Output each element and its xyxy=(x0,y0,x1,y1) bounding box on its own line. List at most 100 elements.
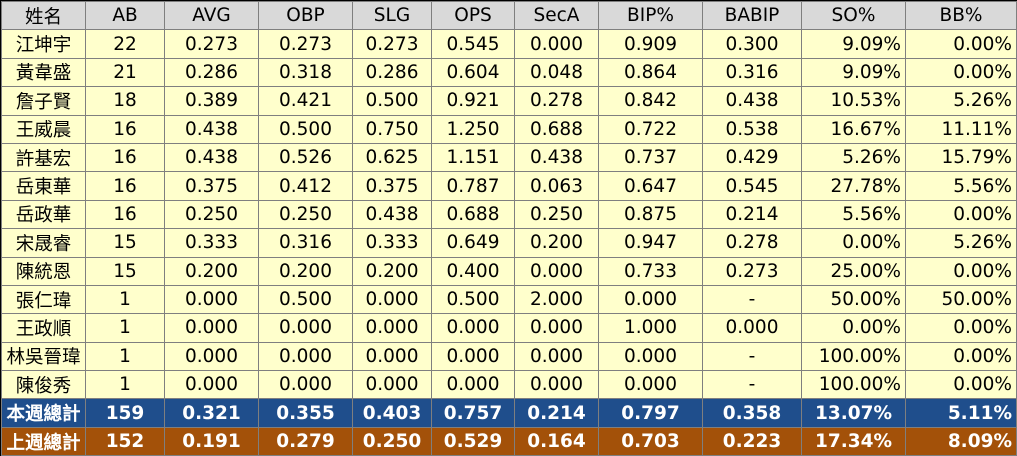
cell-so[interactable]: 5.26% xyxy=(801,142,906,173)
cell-ops[interactable]: 0.649 xyxy=(431,228,515,258)
cell-seca[interactable]: 0.200 xyxy=(514,228,599,258)
cell-babip[interactable]: 0.438 xyxy=(702,86,802,116)
cell-so[interactable]: 50.00% xyxy=(801,284,906,315)
cell-so[interactable]: 25.00% xyxy=(801,256,906,286)
header-ops[interactable]: OPS xyxy=(431,0,515,31)
cell-seca[interactable]: 0.438 xyxy=(514,142,599,173)
cell-obp[interactable]: 0.200 xyxy=(258,256,353,286)
cell-ab[interactable]: 15 xyxy=(85,256,165,286)
cell-seca[interactable]: 0.688 xyxy=(514,114,599,144)
cell-name[interactable]: 黃韋盛 xyxy=(1,57,86,88)
header-bip[interactable]: BIP% xyxy=(598,0,703,31)
cell-babip[interactable]: 0.223 xyxy=(702,426,802,456)
cell-babip[interactable]: 0.429 xyxy=(702,142,802,173)
cell-ab[interactable]: 1 xyxy=(85,341,165,372)
cell-obp[interactable]: 0.250 xyxy=(258,199,353,230)
cell-ab[interactable]: 1 xyxy=(85,284,165,315)
cell-avg[interactable]: 0.200 xyxy=(164,256,259,286)
cell-babip[interactable]: 0.000 xyxy=(702,313,802,343)
cell-ab[interactable]: 16 xyxy=(85,142,165,173)
cell-ops[interactable]: 0.604 xyxy=(431,57,515,88)
cell-ab[interactable]: 159 xyxy=(85,398,165,428)
cell-bb[interactable]: 8.09% xyxy=(905,426,1017,456)
cell-bip[interactable]: 0.703 xyxy=(598,426,703,456)
cell-seca[interactable]: 0.048 xyxy=(514,57,599,88)
cell-obp[interactable]: 0.000 xyxy=(258,341,353,372)
cell-babip[interactable]: - xyxy=(702,284,802,315)
cell-name[interactable]: 宋晟睿 xyxy=(1,228,86,258)
cell-bb[interactable]: 15.79% xyxy=(905,142,1017,173)
cell-name[interactable]: 岳東華 xyxy=(1,171,86,201)
cell-name[interactable]: 林吳晉瑋 xyxy=(1,341,86,372)
cell-seca[interactable]: 0.250 xyxy=(514,199,599,230)
cell-name[interactable]: 岳政華 xyxy=(1,199,86,230)
cell-bb[interactable]: 0.00% xyxy=(905,341,1017,372)
cell-babip[interactable]: 0.300 xyxy=(702,29,802,59)
cell-seca[interactable]: 0.278 xyxy=(514,86,599,116)
cell-obp[interactable]: 0.279 xyxy=(258,426,353,456)
cell-bip[interactable]: 0.909 xyxy=(598,29,703,59)
cell-so[interactable]: 16.67% xyxy=(801,114,906,144)
cell-obp[interactable]: 0.526 xyxy=(258,142,353,173)
cell-ops[interactable]: 0.757 xyxy=(431,398,515,428)
cell-avg[interactable]: 0.273 xyxy=(164,29,259,59)
cell-ab[interactable]: 1 xyxy=(85,313,165,343)
cell-babip[interactable]: 0.538 xyxy=(702,114,802,144)
cell-ops[interactable]: 0.787 xyxy=(431,171,515,201)
cell-name[interactable]: 張仁瑋 xyxy=(1,284,86,315)
cell-bip[interactable]: 0.647 xyxy=(598,171,703,201)
cell-name[interactable]: 上週總計 xyxy=(1,426,86,456)
cell-bip[interactable]: 0.000 xyxy=(598,341,703,372)
cell-avg[interactable]: 0.389 xyxy=(164,86,259,116)
cell-avg[interactable]: 0.333 xyxy=(164,228,259,258)
cell-avg[interactable]: 0.000 xyxy=(164,341,259,372)
header-slg[interactable]: SLG xyxy=(352,0,432,31)
cell-ab[interactable]: 18 xyxy=(85,86,165,116)
cell-slg[interactable]: 0.286 xyxy=(352,57,432,88)
cell-bb[interactable]: 5.26% xyxy=(905,86,1017,116)
cell-ab[interactable]: 1 xyxy=(85,370,165,400)
cell-avg[interactable]: 0.000 xyxy=(164,370,259,400)
cell-avg[interactable]: 0.250 xyxy=(164,199,259,230)
cell-bip[interactable]: 0.000 xyxy=(598,284,703,315)
cell-name[interactable]: 陳統恩 xyxy=(1,256,86,286)
cell-obp[interactable]: 0.273 xyxy=(258,29,353,59)
cell-slg[interactable]: 0.438 xyxy=(352,199,432,230)
cell-bip[interactable]: 0.722 xyxy=(598,114,703,144)
cell-avg[interactable]: 0.438 xyxy=(164,114,259,144)
cell-slg[interactable]: 0.273 xyxy=(352,29,432,59)
cell-obp[interactable]: 0.500 xyxy=(258,284,353,315)
cell-ops[interactable]: 1.151 xyxy=(431,142,515,173)
cell-ops[interactable]: 0.688 xyxy=(431,199,515,230)
cell-obp[interactable]: 0.355 xyxy=(258,398,353,428)
cell-ops[interactable]: 1.250 xyxy=(431,114,515,144)
cell-babip[interactable]: 0.273 xyxy=(702,256,802,286)
cell-avg[interactable]: 0.000 xyxy=(164,313,259,343)
header-avg[interactable]: AVG xyxy=(164,0,259,31)
cell-ab[interactable]: 21 xyxy=(85,57,165,88)
cell-ab[interactable]: 16 xyxy=(85,114,165,144)
cell-avg[interactable]: 0.438 xyxy=(164,142,259,173)
cell-slg[interactable]: 0.375 xyxy=(352,171,432,201)
cell-ab[interactable]: 16 xyxy=(85,199,165,230)
cell-ops[interactable]: 0.500 xyxy=(431,284,515,315)
cell-so[interactable]: 10.53% xyxy=(801,86,906,116)
cell-obp[interactable]: 0.500 xyxy=(258,114,353,144)
cell-so[interactable]: 13.07% xyxy=(801,398,906,428)
cell-obp[interactable]: 0.421 xyxy=(258,86,353,116)
cell-so[interactable]: 100.00% xyxy=(801,341,906,372)
cell-slg[interactable]: 0.000 xyxy=(352,341,432,372)
cell-seca[interactable]: 0.000 xyxy=(514,313,599,343)
cell-slg[interactable]: 0.333 xyxy=(352,228,432,258)
header-obp[interactable]: OBP xyxy=(258,0,353,31)
cell-babip[interactable]: - xyxy=(702,370,802,400)
cell-seca[interactable]: 0.164 xyxy=(514,426,599,456)
cell-slg[interactable]: 0.000 xyxy=(352,284,432,315)
cell-obp[interactable]: 0.000 xyxy=(258,370,353,400)
cell-ab[interactable]: 22 xyxy=(85,29,165,59)
header-bb[interactable]: BB% xyxy=(905,0,1017,31)
cell-so[interactable]: 5.56% xyxy=(801,199,906,230)
cell-name[interactable]: 王威晨 xyxy=(1,114,86,144)
cell-bip[interactable]: 0.737 xyxy=(598,142,703,173)
cell-bb[interactable]: 50.00% xyxy=(905,284,1017,315)
